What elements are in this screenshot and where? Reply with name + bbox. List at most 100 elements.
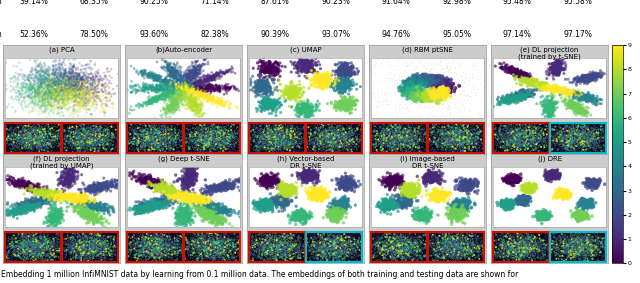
Point xyxy=(193,59,203,63)
Point xyxy=(458,139,468,143)
Point xyxy=(424,172,435,176)
Point xyxy=(14,232,24,237)
Point xyxy=(10,238,20,242)
Point xyxy=(307,110,317,114)
Point xyxy=(559,262,570,266)
Point xyxy=(36,244,47,248)
Point xyxy=(545,173,556,178)
Point xyxy=(108,131,118,135)
Point xyxy=(308,239,318,244)
Point xyxy=(99,142,109,147)
Point xyxy=(166,88,176,93)
Point xyxy=(227,246,237,251)
Point xyxy=(108,133,118,137)
Point xyxy=(326,149,336,154)
Point xyxy=(342,142,353,146)
Point xyxy=(94,244,104,248)
Point xyxy=(150,146,160,151)
Point xyxy=(270,139,280,144)
Point xyxy=(31,100,41,105)
Point xyxy=(439,93,449,98)
Point xyxy=(157,128,168,133)
Point xyxy=(379,209,389,213)
Point xyxy=(588,128,598,132)
Point xyxy=(399,131,409,136)
Point xyxy=(211,231,221,236)
Point xyxy=(30,129,40,134)
Point xyxy=(586,197,596,201)
Point xyxy=(385,244,395,249)
Point xyxy=(52,215,62,219)
Point xyxy=(35,132,45,137)
Point xyxy=(266,234,276,239)
Point xyxy=(84,237,95,241)
Point xyxy=(460,239,470,243)
Point xyxy=(60,182,70,186)
Point xyxy=(50,86,60,90)
Point xyxy=(168,238,178,243)
Point xyxy=(218,127,228,132)
Point xyxy=(396,137,406,141)
Point xyxy=(341,157,351,161)
Point xyxy=(335,140,345,144)
Point xyxy=(268,143,278,147)
Point xyxy=(33,140,44,145)
Point xyxy=(401,142,412,147)
Point xyxy=(536,221,547,226)
Point xyxy=(216,240,227,244)
Point xyxy=(31,184,42,188)
Point xyxy=(78,237,88,241)
Point xyxy=(468,133,478,137)
Point xyxy=(419,215,429,220)
Point xyxy=(269,244,279,249)
Point xyxy=(153,242,163,246)
Point xyxy=(277,132,287,136)
Point xyxy=(154,137,164,141)
Point xyxy=(300,147,310,151)
Point xyxy=(120,238,131,242)
Point xyxy=(507,177,517,181)
Point xyxy=(206,235,216,239)
Point xyxy=(142,248,152,252)
Point xyxy=(102,253,112,258)
Point xyxy=(25,146,35,150)
Point xyxy=(580,97,590,102)
Point xyxy=(232,238,243,242)
Point xyxy=(161,94,171,98)
Point xyxy=(406,138,416,142)
Point xyxy=(296,211,307,215)
Point xyxy=(355,248,365,253)
Point xyxy=(416,145,426,149)
Point xyxy=(317,135,328,140)
Point xyxy=(82,138,92,143)
Point xyxy=(36,131,46,135)
Point xyxy=(251,131,261,136)
Point xyxy=(264,223,275,228)
Point xyxy=(349,256,359,260)
Point xyxy=(390,199,400,203)
Point xyxy=(431,80,441,84)
Point xyxy=(26,137,36,142)
Point xyxy=(99,205,109,210)
Point xyxy=(569,89,579,93)
Point xyxy=(154,249,164,254)
Point xyxy=(147,237,157,242)
Point xyxy=(207,135,217,140)
Point xyxy=(383,124,393,128)
Point xyxy=(435,95,445,100)
Point xyxy=(56,179,67,184)
Point xyxy=(410,130,420,135)
Point xyxy=(403,140,413,145)
Point xyxy=(26,87,36,91)
Point xyxy=(507,136,517,141)
Point xyxy=(4,127,15,131)
Point xyxy=(11,250,21,254)
Point xyxy=(128,253,138,257)
Point xyxy=(218,256,228,261)
Point xyxy=(390,263,400,268)
Point xyxy=(461,130,472,135)
Point xyxy=(41,99,51,103)
Point xyxy=(150,128,161,132)
Point xyxy=(209,136,219,140)
Point xyxy=(81,120,91,125)
